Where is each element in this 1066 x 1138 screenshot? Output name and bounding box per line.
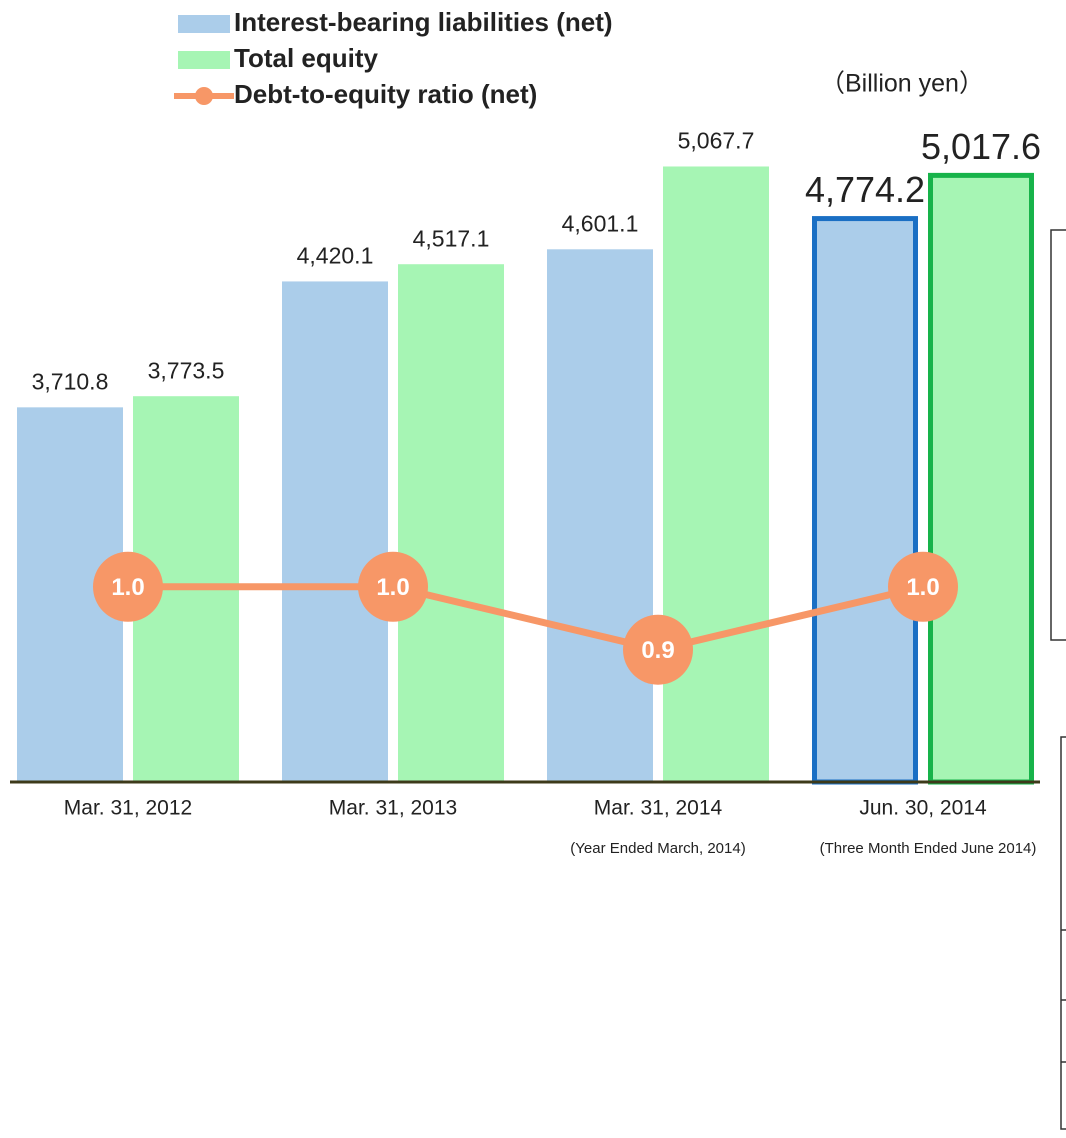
legend-swatch bbox=[178, 15, 230, 33]
ratio-marker bbox=[888, 551, 958, 622]
ratio-marker bbox=[623, 614, 693, 685]
ratio-marker bbox=[358, 551, 428, 622]
ratio-label: 1.0 bbox=[376, 574, 409, 601]
bar-value-label: 4,517.1 bbox=[413, 225, 490, 251]
ratio-line bbox=[128, 583, 924, 654]
bar-value-label: 4,601.1 bbox=[562, 210, 639, 236]
bar bbox=[812, 216, 918, 785]
x-tick-label: Jun. 30, 2014 bbox=[859, 797, 987, 820]
bar bbox=[398, 264, 504, 783]
side-panel bbox=[1050, 229, 1066, 1130]
legend-swatch bbox=[178, 51, 230, 69]
bar-value-label: 3,710.8 bbox=[32, 368, 109, 394]
legend-marker bbox=[195, 87, 213, 105]
ratio-marker bbox=[93, 551, 163, 622]
bar bbox=[282, 281, 388, 782]
bar bbox=[928, 172, 1034, 785]
x-tick-label: Mar. 31, 2012 bbox=[64, 797, 192, 820]
bar-value-label: 3,773.5 bbox=[148, 357, 225, 383]
bar bbox=[663, 166, 769, 782]
legend-label: Debt-to-equity ratio (net) bbox=[234, 79, 537, 109]
bar-value-label: 5,017.6 bbox=[921, 126, 1041, 167]
x-tick-sublabel: (Three Month Ended June 2014) bbox=[820, 840, 1037, 857]
x-tick-label: Mar. 31, 2013 bbox=[329, 797, 457, 820]
ratio-label: 1.0 bbox=[906, 574, 939, 601]
bar bbox=[547, 249, 653, 782]
bar-value-label: 4,420.1 bbox=[297, 243, 374, 269]
ratio-label: 0.9 bbox=[641, 637, 674, 664]
x-tick-sublabel: (Year Ended March, 2014) bbox=[570, 840, 745, 857]
bar-value-label: 4,774.2 bbox=[805, 169, 925, 210]
legend-label: Total equity bbox=[234, 43, 379, 73]
unit-label: （Billion yen） bbox=[820, 70, 984, 98]
legend-label: Interest-bearing liabilities (net) bbox=[234, 7, 613, 37]
bar-value-label: 5,067.7 bbox=[678, 128, 755, 154]
x-tick-label: Mar. 31, 2014 bbox=[594, 797, 723, 820]
ratio-label: 1.0 bbox=[111, 574, 144, 601]
